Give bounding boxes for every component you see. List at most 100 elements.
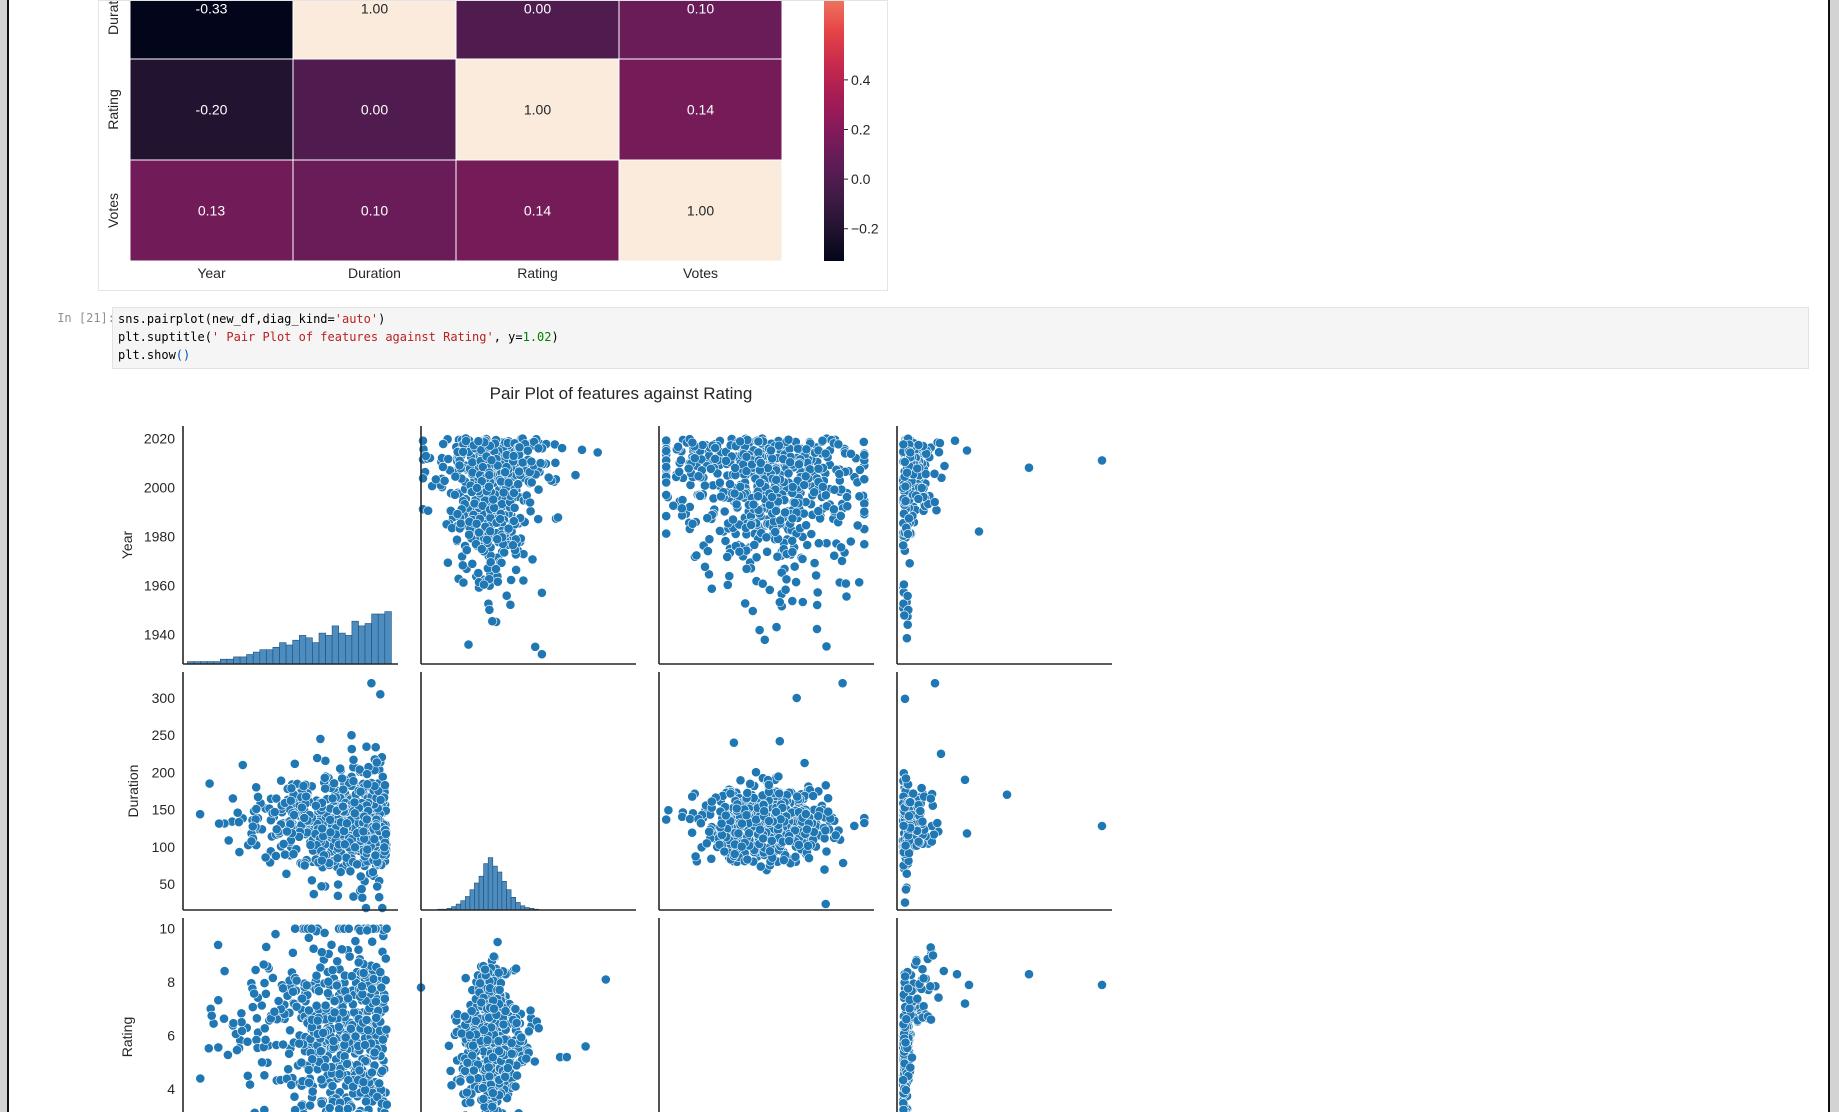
- scatter-point: [518, 575, 529, 586]
- scatter-point: [676, 455, 686, 466]
- scatter-point: [327, 1081, 338, 1091]
- y-axis-label: Duration: [125, 765, 141, 818]
- scatter-point: [767, 453, 778, 464]
- scatter-point: [900, 840, 911, 851]
- scatter-point: [859, 474, 870, 485]
- histogram-bar: [377, 613, 386, 665]
- scatter-point: [326, 939, 337, 950]
- scatter-point: [233, 817, 244, 827]
- scatter-point: [845, 536, 856, 547]
- scatter-point: [484, 481, 494, 492]
- scatter-point: [303, 932, 314, 943]
- scatter-point: [529, 1056, 540, 1067]
- scatter-point: [730, 463, 740, 473]
- histogram-bar: [246, 654, 254, 665]
- scatter-point: [475, 978, 485, 989]
- heatmap-cell: [129, 159, 294, 262]
- scatter-point: [512, 1070, 522, 1081]
- scatter-point: [661, 511, 672, 521]
- scatter-point: [812, 600, 823, 610]
- scatter-point: [716, 818, 727, 829]
- scatter-point: [259, 978, 270, 988]
- scatter-point: [468, 1040, 478, 1051]
- scatter-point: [350, 1031, 361, 1042]
- code-line-2: plt.suptitle(' Pair Plot of features aga…: [118, 330, 559, 344]
- scatter-point: [281, 868, 292, 879]
- y-tick-label: 250: [152, 727, 176, 743]
- scatter-point: [799, 480, 810, 490]
- scatter-point: [245, 1079, 255, 1090]
- code-cell[interactable]: In [21]: sns.pairplot(new_df,diag_kind='…: [9, 307, 1828, 371]
- scatter-point: [249, 1107, 260, 1112]
- scatter-point: [936, 748, 946, 759]
- scatter-point: [247, 821, 258, 832]
- scatter-point: [271, 793, 282, 804]
- scatter-point: [929, 497, 940, 507]
- scatter-point: [503, 523, 514, 534]
- scatter-point: [358, 826, 369, 837]
- scatter-point: [521, 1053, 532, 1064]
- scatter-point: [506, 575, 516, 585]
- histogram-bar: [259, 649, 267, 665]
- scatter-point: [737, 818, 747, 829]
- scatter-point: [904, 1003, 915, 1014]
- scatter-point: [361, 1015, 372, 1025]
- scatter-point: [247, 1002, 258, 1012]
- scatter-point: [459, 1011, 470, 1022]
- scatter-point: [725, 788, 736, 799]
- scatter-point: [301, 791, 311, 802]
- scatter-point: [377, 1066, 388, 1076]
- colorbar-tick-label: −0.2: [851, 221, 879, 237]
- heatmap-cell-label: 1.00: [687, 203, 714, 219]
- scatter-point: [257, 1057, 267, 1068]
- scatter-point: [771, 807, 781, 817]
- scatter-point: [332, 956, 343, 967]
- scatter-point: [375, 794, 386, 805]
- scatter-point: [204, 778, 215, 789]
- scatter-point: [806, 529, 817, 539]
- scatter-point: [305, 1100, 315, 1111]
- scatter-point: [836, 542, 846, 553]
- scatter-point: [510, 1081, 521, 1092]
- colorbar-tick-label: 0.2: [851, 121, 871, 137]
- scatter-point: [213, 940, 223, 950]
- scatter-point: [357, 892, 368, 903]
- histogram-bar: [455, 903, 462, 911]
- scatter-point: [458, 577, 469, 588]
- scatter-point: [829, 504, 839, 515]
- scatter-point: [901, 868, 912, 879]
- scatter-point: [270, 929, 281, 939]
- scatter-point: [369, 1047, 380, 1058]
- scatter-point: [813, 506, 824, 516]
- scatter-point: [775, 515, 786, 526]
- scatter-point: [1002, 789, 1012, 800]
- scatter-point: [361, 814, 372, 825]
- scatter-point: [361, 1096, 371, 1107]
- scatter-point: [420, 451, 431, 461]
- code-editor[interactable]: sns.pairplot(new_df,diag_kind='auto') pl…: [112, 307, 1809, 369]
- scatter-point: [557, 443, 567, 453]
- scatter-point: [349, 808, 360, 819]
- scatter-point: [677, 503, 687, 514]
- scatter-point: [837, 555, 847, 566]
- scatter-point: [465, 1097, 476, 1108]
- scatter-point: [377, 903, 388, 913]
- y-tick-label: 50: [159, 876, 175, 892]
- scatter-point: [353, 944, 364, 955]
- scatter-point: [1024, 969, 1034, 980]
- scatter-point: [514, 466, 524, 477]
- scatter-point: [485, 557, 496, 568]
- histogram-bar: [272, 646, 280, 665]
- scatter-point: [503, 477, 514, 488]
- scatter-point: [473, 568, 484, 578]
- heatmap-row-label: Duration: [105, 1, 121, 35]
- scatter-point: [324, 1103, 335, 1112]
- y-tick-label: 4: [167, 1081, 175, 1097]
- scatter-point: [367, 936, 378, 947]
- scatter-point: [362, 844, 373, 855]
- scatter-point: [439, 475, 450, 486]
- scatter-point: [735, 775, 746, 786]
- scatter-point: [761, 532, 772, 543]
- scatter-point: [510, 1004, 521, 1014]
- scatter-point: [508, 516, 519, 526]
